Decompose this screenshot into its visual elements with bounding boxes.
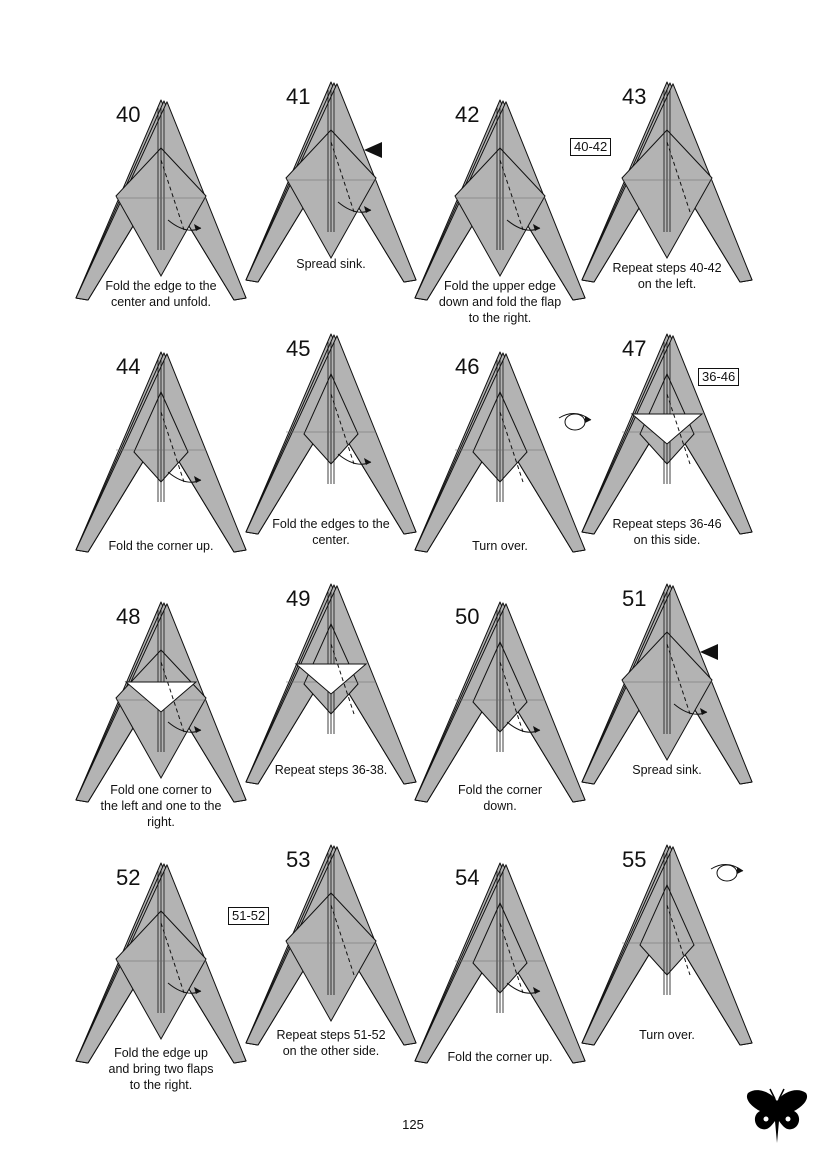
step-42: 42 Fold the upper edge down and fold the …: [414, 80, 586, 340]
step-number: 49: [286, 586, 311, 611]
step-41: 41 Spread sink.: [245, 80, 417, 340]
fold-diagram: [245, 81, 417, 283]
fold-diagram: [245, 583, 417, 785]
fold-diagram: [581, 81, 753, 283]
step-number: 51: [622, 586, 647, 611]
step-caption: Fold the corner up.: [447, 1050, 553, 1064]
fold-diagram: [414, 601, 586, 803]
step-48: 48 Fold one corner to the left and one to…: [75, 582, 247, 842]
push-arrow-icon: [364, 142, 382, 158]
step-caption: Spread sink.: [632, 763, 702, 777]
step-caption: Repeat steps 36-38.: [274, 763, 388, 777]
push-arrow-icon: [700, 644, 718, 660]
fold-diagram: [414, 99, 586, 301]
step-number: 45: [286, 336, 311, 361]
step-45: 45 Fold the edges to the center.: [245, 332, 417, 592]
step-number: 54: [455, 865, 480, 890]
step-caption: Fold the edge to the center and unfold.: [105, 279, 217, 309]
step-44: 44 Fold the corner up.: [75, 332, 247, 592]
turn-over-icon: [710, 864, 744, 882]
fold-diagram: [75, 351, 247, 553]
step-caption: Fold the corner down.: [457, 783, 543, 813]
step-number: 52: [116, 865, 141, 890]
step-number: 40: [116, 102, 141, 127]
repeat-reference-label: 51-52: [228, 907, 270, 925]
step-53: 53 Repeat steps 51-52 on the other side. 5…: [228, 843, 417, 1103]
step-43: 43 Repeat steps 40-42 on the left. 40-42: [570, 80, 753, 340]
page-number: 125: [402, 1117, 424, 1132]
step-51: 51 Spread sink.: [581, 582, 753, 842]
butterfly-logo-icon: [746, 1088, 808, 1143]
step-number: 42: [455, 102, 480, 127]
step-caption: Repeat steps 51-52 on the other side.: [276, 1028, 386, 1058]
fold-diagram: [581, 844, 753, 1046]
step-47: 47 Repeat steps 36-46 on this side. 36-46: [581, 332, 753, 592]
fold-diagram: [245, 844, 417, 1046]
step-caption: Repeat steps 36-46 on this side.: [612, 517, 722, 547]
step-caption: Fold one corner to the left and one to t…: [100, 783, 222, 829]
step-caption: Fold the corner up.: [108, 539, 214, 553]
step-40: 40 Fold the edge to the center and unfold…: [75, 80, 247, 340]
step-55: 55 Turn over.: [581, 843, 753, 1103]
repeat-reference-label: 36-46: [698, 368, 740, 386]
step-number: 48: [116, 604, 141, 629]
fold-diagram: [414, 862, 586, 1064]
step-number: 44: [116, 354, 141, 379]
step-caption: Fold the edge up and bring two flaps to …: [108, 1046, 214, 1092]
turn-over-icon: [558, 413, 592, 431]
step-caption: Repeat steps 40-42 on the left.: [612, 261, 722, 291]
fold-diagram: [75, 862, 247, 1064]
step-caption: Spread sink.: [296, 257, 366, 271]
step-54: 54 Fold the corner up.: [414, 843, 586, 1103]
repeat-reference-label: 40-42: [570, 138, 612, 156]
step-number: 47: [622, 336, 647, 361]
fold-diagram: [75, 99, 247, 301]
step-number: 53: [286, 847, 311, 872]
step-46: 46 Turn over.: [414, 332, 592, 592]
step-number: 46: [455, 354, 480, 379]
step-number: 41: [286, 84, 311, 109]
fold-diagram: [414, 351, 592, 553]
step-number: 50: [455, 604, 480, 629]
step-49: 49 Repeat steps 36-38.: [245, 582, 417, 842]
fold-diagram: [75, 601, 247, 803]
fold-diagram: [581, 583, 753, 785]
step-number: 43: [622, 84, 647, 109]
step-caption: Fold the upper edge down and fold the fl…: [438, 279, 562, 325]
step-caption: Turn over.: [472, 539, 528, 553]
step-caption: Turn over.: [639, 1028, 695, 1042]
step-caption: Fold the edges to the center.: [272, 517, 390, 547]
step-52: 52 Fold the edge up and bring two flaps t…: [75, 843, 247, 1103]
step-number: 55: [622, 847, 647, 872]
fold-diagram: [245, 333, 417, 535]
step-50: 50 Fold the corner down.: [414, 582, 586, 842]
fold-diagram: [581, 333, 753, 535]
